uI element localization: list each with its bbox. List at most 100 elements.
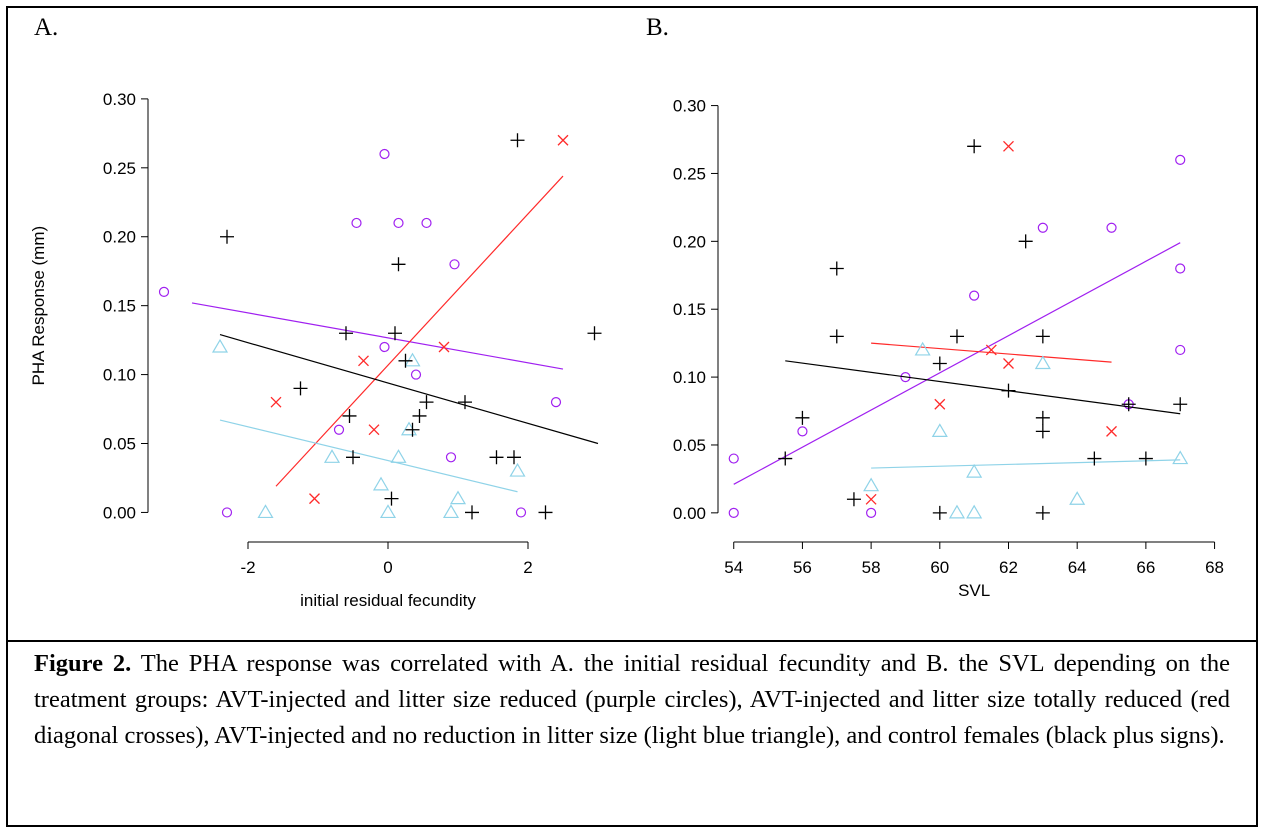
data-point-plus (1121, 397, 1136, 412)
data-point-plus (967, 139, 982, 154)
data-point-cross (1003, 358, 1014, 369)
data-point-plus (391, 257, 406, 272)
data-point-circle (866, 507, 877, 518)
data-point-plus (346, 450, 360, 465)
fit-line-triangle (219, 419, 518, 493)
data-point-cross (358, 355, 369, 367)
data-point-triangle (966, 504, 983, 519)
data-point-plus (510, 133, 525, 148)
x-tick-label: -2 (240, 558, 255, 577)
data-point-plus (846, 492, 861, 507)
data-point-plus (458, 395, 472, 410)
x-axis-label: initial residual fecundity (300, 591, 476, 610)
data-point-cross (270, 396, 282, 408)
data-point-circle (379, 148, 390, 160)
y-tick-label: 0.25 (673, 164, 706, 183)
data-point-plus (342, 408, 357, 423)
data-point-cross (557, 134, 569, 146)
x-tick-label: 68 (1205, 558, 1224, 577)
data-point-plus (932, 356, 947, 371)
data-point-cross (934, 398, 946, 410)
panel-b-letter: B. (646, 14, 669, 41)
data-point-plus (1018, 234, 1033, 249)
data-point-plus (538, 505, 553, 520)
data-point-circle (1175, 263, 1186, 274)
y-tick-label: 0.15 (103, 297, 136, 316)
data-point-plus (388, 326, 402, 341)
caption-text: The PHA response was correlated with A. … (34, 650, 1230, 749)
data-point-plus (829, 261, 844, 276)
series-plus (778, 139, 1188, 520)
data-point-plus (398, 353, 413, 368)
data-point-circle (1175, 154, 1186, 165)
data-point-triangle (390, 449, 407, 463)
y-tick-label: 0.30 (673, 97, 706, 116)
x-tick-label: 66 (1136, 558, 1155, 577)
data-point-triangle (1069, 491, 1086, 505)
data-point-circle (797, 426, 808, 437)
x-tick-label: 0 (383, 558, 392, 577)
data-point-circle (449, 259, 460, 270)
fit-line-circle (733, 242, 1181, 485)
x-tick-label: 2 (523, 558, 532, 577)
y-tick-label: 0.10 (673, 368, 706, 387)
data-point-cross (865, 493, 877, 505)
x-tick-label: 56 (793, 558, 812, 577)
data-point-plus (1173, 397, 1188, 412)
data-point-triangle (379, 504, 397, 519)
data-point-plus (1087, 451, 1102, 466)
data-point-circle (351, 217, 362, 229)
data-point-cross (368, 424, 380, 436)
data-point-circle (728, 453, 739, 464)
data-point-triangle (442, 504, 460, 519)
y-tick-label: 0.00 (673, 504, 706, 523)
data-point-cross (1003, 140, 1014, 152)
data-point-circle (221, 507, 233, 518)
data-point-triangle (931, 423, 948, 437)
data-point-triangle (449, 490, 467, 505)
data-point-plus (1035, 424, 1050, 439)
data-point-cross (985, 344, 997, 356)
data-point-plus (932, 505, 947, 520)
data-point-triangle (372, 476, 390, 491)
data-point-plus (1138, 451, 1153, 466)
fit-line-circle (191, 302, 564, 370)
series-x (865, 140, 1117, 505)
y-axis-label: PHA Response (mm) (29, 226, 48, 386)
data-point-circle (969, 290, 980, 301)
panel-b-chart: 0.00 0.05 0.10 0.15 0.20 0.25 0.30 54 56 58 60 62 64… (673, 97, 1224, 600)
data-point-plus (405, 422, 420, 437)
y-tick-label: 0.25 (103, 159, 136, 178)
data-point-triangle (1034, 355, 1051, 370)
data-point-cross (438, 341, 450, 353)
data-point-triangle (509, 462, 526, 477)
data-point-triangle (211, 338, 229, 353)
data-point-plus (384, 491, 399, 506)
figure-caption: Figure 2. The PHA response was correlate… (34, 646, 1230, 754)
panel-a-letter: A. (34, 14, 59, 41)
data-point-plus (778, 451, 793, 466)
data-point-plus (1035, 505, 1050, 520)
data-point-triangle (400, 421, 418, 436)
series-plus (219, 133, 602, 520)
data-point-triangle (1172, 450, 1189, 465)
data-point-triangle (914, 341, 931, 356)
series-circle (158, 148, 564, 518)
data-point-plus (1035, 329, 1050, 344)
y-tick-label: 0.15 (673, 300, 706, 319)
figure-plots: 0.00 0.05 0.10 0.15 0.20 0.25 0.30 -2 0 2 initial … (29, 90, 1224, 610)
x-tick-label: 64 (1068, 558, 1087, 577)
data-point-triangle (966, 463, 983, 478)
data-point-circle (333, 424, 345, 435)
data-point-plus (412, 408, 427, 423)
series-x (270, 134, 569, 505)
x-tick-label: 60 (930, 558, 949, 577)
series-triangle (863, 341, 1189, 519)
y-tick-label: 0.20 (673, 232, 706, 251)
x-tick-label: 58 (862, 558, 881, 577)
data-point-circle (410, 369, 422, 380)
x-axis-label: SVL (958, 581, 990, 600)
data-point-circle (1175, 344, 1186, 356)
y-tick-label: 0.10 (103, 366, 136, 385)
data-point-circle (1106, 222, 1117, 233)
